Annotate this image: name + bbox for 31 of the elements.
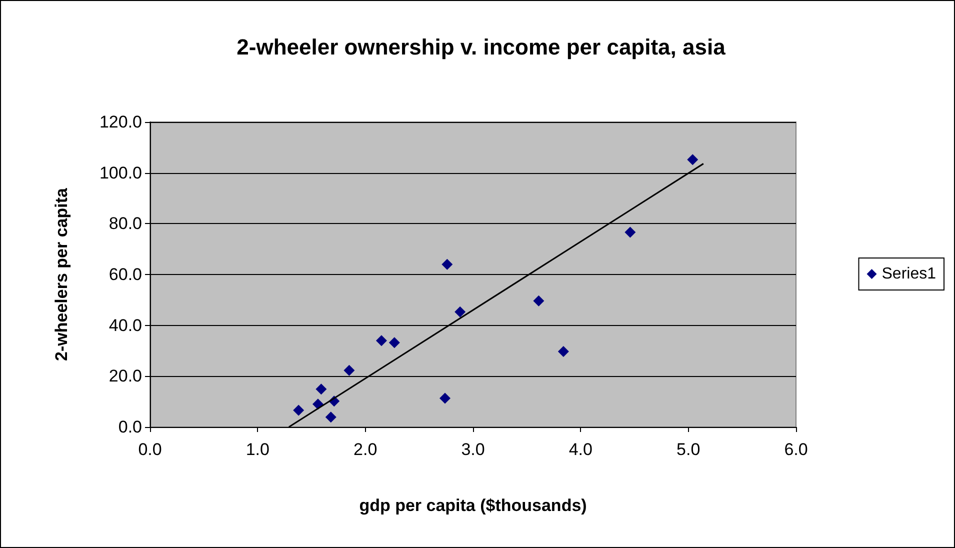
y-tick-label: 40.0 <box>108 316 142 335</box>
x-tick-label: 4.0 <box>568 440 592 459</box>
y-tick-label: 100.0 <box>99 163 142 182</box>
y-tick-label: 20.0 <box>108 366 142 386</box>
x-axis-title: gdp per capita ($thousands) <box>359 496 587 515</box>
point <box>624 226 636 238</box>
point <box>376 335 387 346</box>
x-tick-label: 6.0 <box>784 440 808 459</box>
x-tick-label: 5.0 <box>676 440 700 459</box>
point <box>388 337 400 348</box>
point <box>344 364 355 376</box>
point <box>533 295 544 306</box>
point <box>687 154 698 166</box>
point <box>442 258 453 270</box>
x-tick-label: 2.0 <box>354 440 378 459</box>
point <box>558 346 569 358</box>
legend-label: Series1 <box>882 266 936 282</box>
point <box>440 392 451 404</box>
point <box>293 404 304 416</box>
x-tick-label: 0.0 <box>138 440 162 459</box>
x-tick-label: 3.0 <box>461 440 485 459</box>
y-tick-label: 80.0 <box>108 214 142 234</box>
chart-title: 2-wheeler ownership v. income per capita, asia <box>236 34 726 60</box>
y-tick-label: 120.0 <box>99 112 142 132</box>
x-tick-label: 1.0 <box>246 440 270 459</box>
y-tick-label: 60.0 <box>108 265 142 284</box>
point <box>454 306 466 318</box>
point <box>316 384 327 395</box>
y-axis-title: 2-wheelers per capita <box>52 188 71 361</box>
point <box>325 412 336 423</box>
y-tick-label: 0.0 <box>118 418 142 436</box>
